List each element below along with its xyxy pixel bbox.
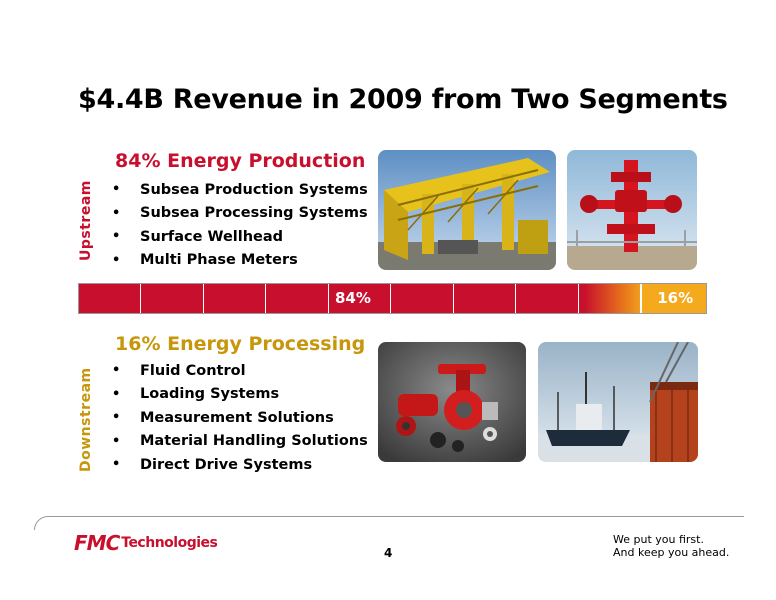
revenue-split-bar: 84% 16% bbox=[78, 283, 707, 314]
slide-title: $4.4B Revenue in 2009 from Two Segments bbox=[78, 84, 728, 115]
downstream-product-list: • Fluid Control • Loading Systems • Measure… bbox=[112, 359, 368, 477]
list-item-label: Multi Phase Meters bbox=[140, 252, 298, 269]
energy-processing-share: 16% bbox=[641, 284, 706, 313]
tagline-line-1: We put you first. bbox=[613, 533, 704, 546]
logo-technologies-text: Technologies bbox=[121, 535, 218, 551]
energy-production-heading: 84% Energy Production bbox=[115, 150, 366, 172]
bullet-icon: • bbox=[112, 205, 121, 221]
list-item-label: Subsea Processing Systems bbox=[140, 205, 368, 222]
footer-divider bbox=[34, 516, 744, 530]
page-number: 4 bbox=[384, 546, 393, 560]
downstream-side-label: Downstream bbox=[78, 367, 94, 472]
logo-fmc-text: FMC bbox=[74, 531, 120, 555]
company-tagline: We put you first. And keep you ahead. bbox=[613, 533, 729, 559]
bullet-icon: • bbox=[112, 252, 121, 268]
tagline-line-2: And keep you ahead. bbox=[613, 546, 730, 559]
subsea-module-photo bbox=[378, 150, 556, 270]
list-item: • Surface Wellhead bbox=[112, 225, 368, 249]
upstream-product-list: • Subsea Production Systems • Subsea Proce… bbox=[112, 178, 368, 272]
bullet-icon: • bbox=[112, 182, 121, 198]
list-item: • Multi Phase Meters bbox=[112, 249, 368, 273]
surface-wellhead-photo bbox=[567, 150, 697, 270]
bullet-icon: • bbox=[112, 386, 121, 402]
fluid-control-valves-photo bbox=[378, 342, 526, 462]
list-item-label: Material Handling Solutions bbox=[140, 433, 368, 450]
bullet-icon: • bbox=[112, 229, 121, 245]
energy-processing-percent: 16% bbox=[657, 289, 694, 307]
loading-systems-ships-photo bbox=[538, 342, 698, 462]
bullet-icon: • bbox=[112, 363, 121, 379]
list-item-label: Subsea Production Systems bbox=[140, 181, 368, 198]
list-item-label: Direct Drive Systems bbox=[140, 456, 313, 473]
upstream-side-label: Upstream bbox=[78, 180, 94, 261]
list-item: • Material Handling Solutions bbox=[112, 430, 368, 454]
list-item: • Subsea Processing Systems bbox=[112, 202, 368, 226]
list-item-label: Fluid Control bbox=[140, 362, 246, 379]
list-item: • Fluid Control bbox=[112, 359, 368, 383]
list-item: • Measurement Solutions bbox=[112, 406, 368, 430]
list-item: • Direct Drive Systems bbox=[112, 453, 368, 477]
bullet-icon: • bbox=[112, 457, 121, 473]
bullet-icon: • bbox=[112, 433, 121, 449]
energy-processing-heading: 16% Energy Processing bbox=[115, 333, 366, 355]
list-item-label: Measurement Solutions bbox=[140, 409, 334, 426]
energy-production-percent: 84% bbox=[335, 289, 371, 307]
list-item-label: Loading Systems bbox=[140, 386, 280, 403]
list-item-label: Surface Wellhead bbox=[140, 228, 284, 245]
list-item: • Subsea Production Systems bbox=[112, 178, 368, 202]
fmc-technologies-logo: FMC Technologies bbox=[74, 531, 218, 555]
bullet-icon: • bbox=[112, 410, 121, 426]
energy-production-share: 84% bbox=[79, 284, 642, 313]
list-item: • Loading Systems bbox=[112, 383, 368, 407]
